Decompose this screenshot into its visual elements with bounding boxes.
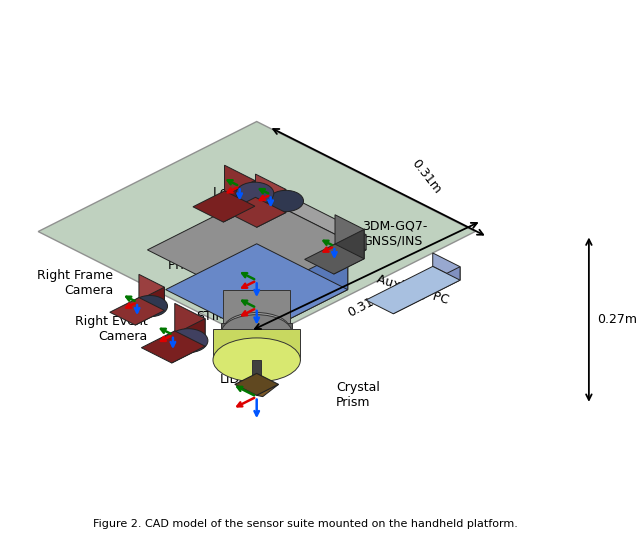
Polygon shape (433, 253, 460, 280)
Polygon shape (393, 266, 460, 314)
Text: Left Frame
Camera: Left Frame Camera (208, 203, 275, 230)
Ellipse shape (252, 382, 261, 386)
Polygon shape (141, 331, 205, 363)
Text: Right Frame
Camera: Right Frame Camera (37, 269, 113, 296)
Ellipse shape (223, 312, 290, 346)
Polygon shape (305, 244, 364, 274)
Text: Left Event
Camera: Left Event Camera (213, 185, 276, 214)
Polygon shape (257, 189, 286, 227)
Polygon shape (193, 191, 255, 222)
Text: Right Event
Camera: Right Event Camera (75, 314, 147, 343)
Ellipse shape (132, 295, 168, 317)
Polygon shape (225, 165, 255, 206)
Ellipse shape (236, 182, 274, 205)
Polygon shape (334, 229, 364, 274)
Text: Auxiliary PC: Auxiliary PC (375, 272, 451, 306)
Polygon shape (235, 374, 278, 395)
Polygon shape (252, 360, 261, 384)
Polygon shape (257, 204, 348, 289)
Ellipse shape (213, 338, 300, 382)
Polygon shape (223, 181, 255, 222)
Text: Primary PC: Primary PC (168, 259, 236, 272)
Ellipse shape (268, 190, 303, 212)
Polygon shape (166, 244, 348, 335)
Text: 0.31m: 0.31m (408, 157, 444, 196)
Text: Ouster
LiDAR: Ouster LiDAR (214, 358, 257, 386)
Polygon shape (213, 329, 300, 360)
Polygon shape (147, 195, 366, 305)
Text: 3DM-GQ7-
GNSS/INS: 3DM-GQ7- GNSS/INS (362, 219, 427, 247)
Polygon shape (257, 180, 366, 250)
Text: 0.31m: 0.31m (346, 289, 387, 319)
Polygon shape (366, 266, 460, 314)
Polygon shape (335, 215, 364, 259)
Polygon shape (110, 297, 164, 325)
Polygon shape (257, 235, 366, 305)
Polygon shape (223, 289, 290, 329)
Polygon shape (257, 384, 278, 397)
Ellipse shape (168, 329, 208, 353)
Text: STIM300
IMU: STIM300 IMU (196, 310, 251, 338)
Polygon shape (255, 174, 286, 213)
Polygon shape (221, 323, 292, 333)
Polygon shape (257, 250, 348, 335)
Text: 0.27m: 0.27m (597, 313, 637, 326)
Text: Figure 2. CAD model of the sensor suite mounted on the handheld platform.: Figure 2. CAD model of the sensor suite … (93, 519, 518, 529)
Polygon shape (139, 274, 164, 310)
Polygon shape (38, 122, 476, 342)
Polygon shape (175, 303, 205, 346)
Text: Crystal
Prism: Crystal Prism (336, 381, 380, 409)
Polygon shape (172, 319, 205, 363)
Ellipse shape (221, 314, 292, 350)
Polygon shape (227, 197, 286, 227)
Polygon shape (135, 287, 164, 325)
